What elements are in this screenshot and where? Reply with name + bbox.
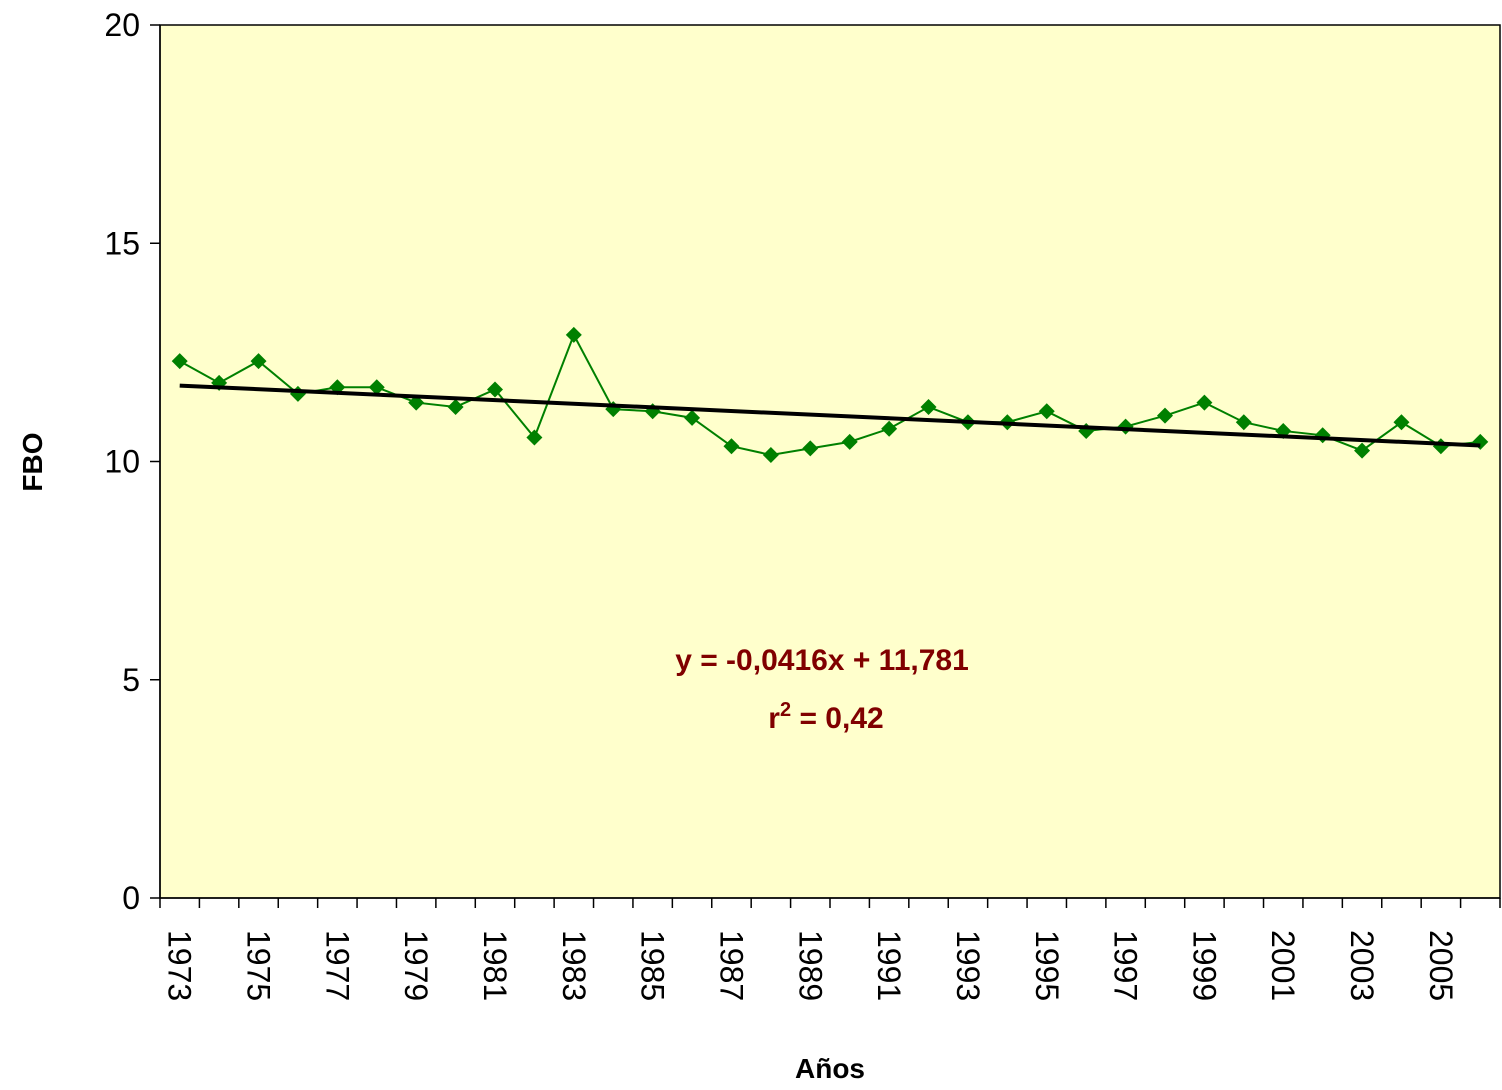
- x-tick-label: 1973: [162, 930, 198, 1001]
- x-tick-label: 2003: [1344, 930, 1380, 1001]
- x-tick-label: 1983: [556, 930, 592, 1001]
- r-squared-base: r: [768, 702, 780, 735]
- x-tick-label: 1979: [398, 930, 434, 1001]
- x-tick-label: 1987: [713, 930, 749, 1001]
- r-squared: r2 = 0,42: [768, 699, 883, 735]
- data-point: [447, 398, 464, 415]
- data-point: [1393, 414, 1410, 431]
- data-point: [368, 379, 385, 396]
- data-point: [171, 353, 188, 370]
- x-tick-label: 1985: [635, 930, 671, 1001]
- y-tick-label: 15: [104, 225, 140, 261]
- x-tick-label: 1989: [792, 930, 828, 1001]
- data-point: [684, 409, 701, 426]
- x-tick-label: 1997: [1108, 930, 1144, 1001]
- data-point: [1354, 442, 1371, 459]
- data-point: [526, 429, 543, 446]
- data-point: [920, 398, 937, 415]
- data-point: [1235, 414, 1252, 431]
- x-tick-label: 1975: [241, 930, 277, 1001]
- y-tick-label: 10: [104, 444, 140, 480]
- trend-equation: y = -0,0416x + 11,781: [675, 644, 969, 677]
- y-tick-label: 20: [104, 7, 140, 43]
- y-tick-label: 0: [122, 880, 140, 916]
- data-point: [802, 440, 819, 457]
- x-tick-label: 1991: [871, 930, 907, 1001]
- x-tick-label: 1981: [477, 930, 513, 1001]
- data-point: [723, 438, 740, 455]
- data-point: [250, 353, 267, 370]
- r-squared-superscript: 2: [780, 699, 791, 721]
- x-axis-title: Años: [795, 1053, 865, 1084]
- r-squared-text: = 0,42: [791, 702, 884, 735]
- trend-line: [179, 383, 1481, 448]
- x-tick-label: 2005: [1423, 930, 1459, 1001]
- y-axis-title: FBO: [17, 432, 48, 491]
- data-point: [881, 420, 898, 437]
- data-point: [1157, 407, 1173, 424]
- y-tick-label: 5: [122, 662, 140, 698]
- data-point: [487, 381, 503, 398]
- x-tick-label: 2001: [1265, 930, 1301, 1001]
- x-tick-label: 1977: [319, 930, 355, 1001]
- data-point: [841, 433, 858, 450]
- data-point: [1038, 403, 1055, 420]
- plot-area: [159, 24, 1501, 899]
- x-tick-label: 1995: [1029, 930, 1065, 1001]
- x-tick-label: 1999: [1186, 930, 1222, 1001]
- x-tick-label: 1993: [950, 930, 986, 1001]
- data-point: [565, 326, 582, 343]
- data-point: [1196, 394, 1213, 411]
- data-point: [762, 446, 779, 463]
